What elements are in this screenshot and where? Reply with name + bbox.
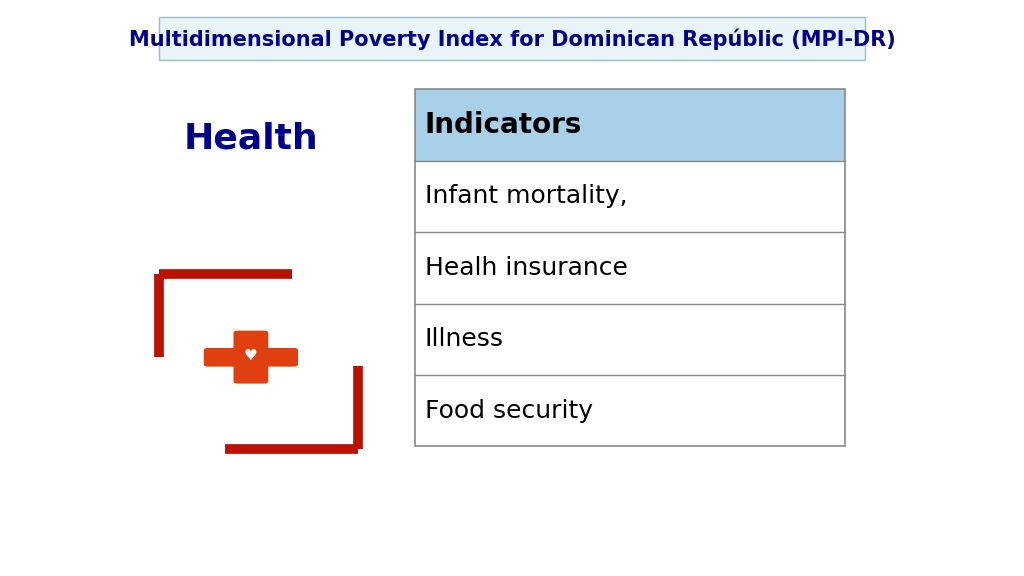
FancyBboxPatch shape — [415, 89, 845, 161]
Text: ♥: ♥ — [244, 348, 258, 363]
FancyBboxPatch shape — [204, 348, 298, 367]
FancyBboxPatch shape — [233, 331, 268, 384]
Text: Food security: Food security — [425, 399, 593, 423]
Text: Indicators: Indicators — [425, 111, 583, 139]
FancyBboxPatch shape — [159, 17, 865, 60]
FancyBboxPatch shape — [415, 89, 845, 446]
Text: Infant mortality,: Infant mortality, — [425, 184, 628, 209]
Text: Healh insurance: Healh insurance — [425, 256, 628, 280]
Text: Health: Health — [183, 121, 318, 156]
Text: Multidimensional Poverty Index for Dominican Repúblic (MPI-DR): Multidimensional Poverty Index for Domin… — [129, 28, 895, 50]
Text: Illness: Illness — [425, 327, 504, 351]
